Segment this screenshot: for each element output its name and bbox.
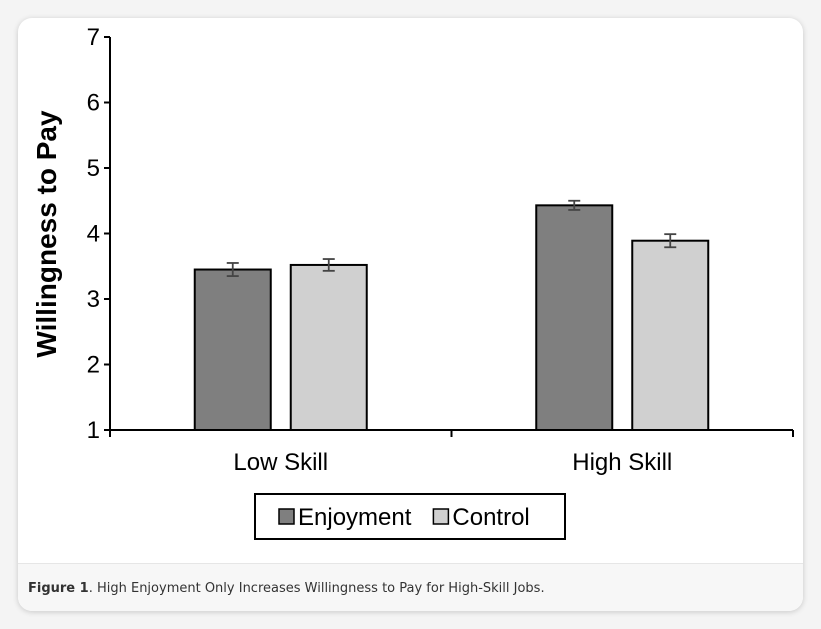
caption-label: Figure 1 (28, 580, 89, 596)
bar-control (631, 239, 710, 431)
y-axis-title: Willingness to Pay (31, 110, 62, 358)
figure-caption: Figure 1. High Enjoyment Only Increases … (28, 581, 545, 596)
bar-enjoyment (535, 204, 614, 431)
y-tick-label: 6 (87, 90, 100, 117)
bar-enjoyment (193, 268, 272, 431)
legend-swatch-enjoyment (278, 508, 295, 525)
figure-area: 1 2 3 4 5 6 7 Low Skill High Skill Willingness to… (18, 18, 803, 563)
legend-swatch-control (432, 508, 450, 525)
y-tick-label: 5 (87, 155, 100, 182)
figure-card: 1 2 3 4 5 6 7 Low Skill High Skill Willingness to… (18, 18, 803, 611)
y-tick-label: 3 (87, 286, 100, 313)
x-category-label: Low Skill (233, 449, 328, 476)
legend-box (254, 493, 566, 540)
caption-bar: Figure 1. High Enjoyment Only Increases … (18, 563, 803, 611)
legend-label-control: Control (452, 504, 529, 531)
y-tick-label: 1 (87, 417, 100, 444)
legend-label-enjoyment: Enjoyment (298, 504, 412, 531)
bar-chart: 1 2 3 4 5 6 7 Low Skill High Skill Willingness to… (31, 24, 794, 540)
y-tick-label: 2 (87, 352, 100, 379)
y-tick-label: 7 (87, 24, 100, 51)
bar-control (289, 263, 368, 431)
y-tick-label: 4 (87, 221, 100, 248)
caption-text: . High Enjoyment Only Increases Willingn… (88, 580, 545, 596)
x-category-label: High Skill (572, 449, 672, 476)
